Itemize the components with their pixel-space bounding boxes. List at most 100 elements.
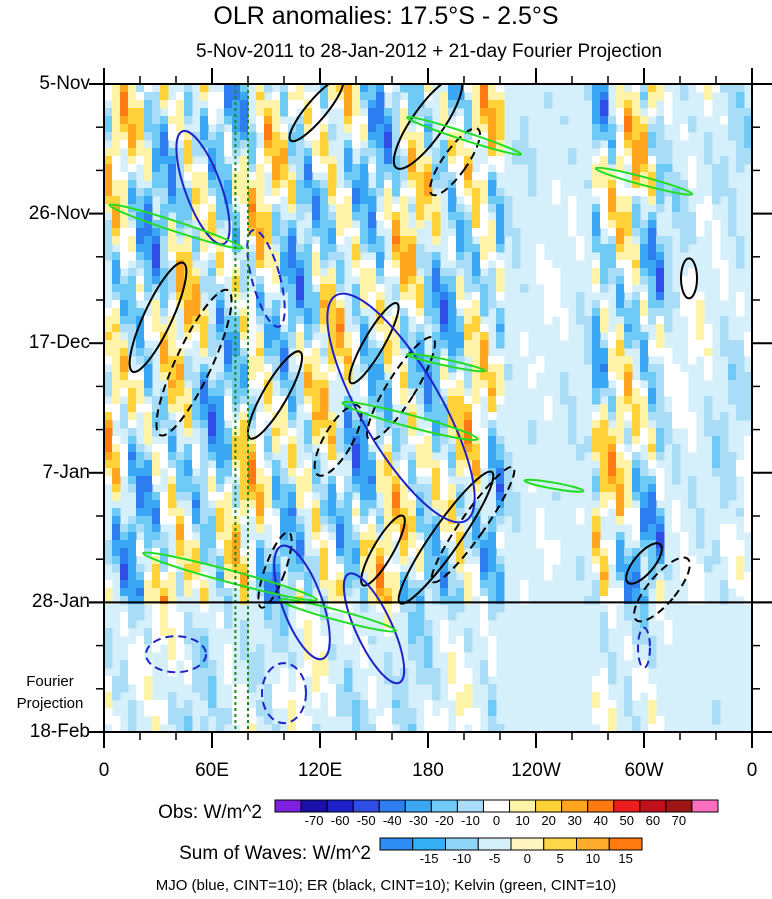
field-cell — [520, 580, 529, 589]
field-cell — [456, 420, 465, 429]
field-cell — [336, 188, 345, 197]
field-cell — [416, 316, 425, 325]
field-cell — [120, 444, 129, 453]
field-cell — [280, 684, 289, 693]
field-cell — [720, 260, 729, 269]
field-cell — [112, 468, 121, 477]
field-cell — [112, 284, 121, 293]
field-cell — [240, 428, 249, 437]
field-cell — [576, 292, 585, 301]
field-cell — [648, 132, 657, 141]
field-cell — [224, 324, 233, 333]
field-cell — [480, 428, 489, 437]
field-cell — [216, 420, 225, 429]
field-cell — [280, 468, 289, 477]
field-cell — [200, 276, 209, 285]
field-cell — [376, 124, 385, 133]
field-cell — [472, 420, 481, 429]
field-cell — [144, 588, 153, 597]
field-cell — [440, 268, 449, 277]
field-cell — [680, 300, 689, 309]
field-cell — [136, 100, 145, 109]
field-cell — [368, 564, 377, 573]
field-cell — [520, 348, 529, 357]
field-cell — [696, 316, 705, 325]
field-cell — [280, 220, 289, 229]
field-cell — [512, 252, 521, 261]
field-cell — [528, 156, 537, 165]
field-cell — [296, 596, 305, 605]
field-cell — [328, 244, 337, 253]
field-cell — [624, 412, 633, 421]
field-cell — [104, 204, 113, 213]
field-cell — [216, 332, 225, 341]
field-cell — [736, 348, 745, 357]
field-cell — [376, 564, 385, 573]
field-cell — [432, 548, 441, 557]
field-cell — [672, 468, 681, 477]
field-cell — [168, 716, 177, 725]
field-cell — [600, 636, 609, 645]
field-cell — [376, 436, 385, 445]
field-cell — [336, 580, 345, 589]
field-cell — [136, 580, 145, 589]
field-cell — [424, 516, 433, 525]
field-cell — [624, 100, 633, 109]
field-cell — [616, 420, 625, 429]
field-cell — [224, 508, 233, 517]
field-cell — [608, 212, 617, 221]
field-cell — [472, 364, 481, 373]
field-cell — [280, 532, 289, 541]
field-cell — [136, 316, 145, 325]
field-cell — [656, 420, 665, 429]
field-cell — [464, 668, 473, 677]
field-cell — [352, 428, 361, 437]
field-cell — [176, 644, 185, 653]
colorbar-label: 40 — [593, 813, 608, 828]
field-cell — [368, 284, 377, 293]
field-cell — [472, 268, 481, 277]
field-cell — [640, 684, 649, 693]
field-cell — [448, 428, 457, 437]
field-cell — [496, 332, 505, 341]
field-cell — [296, 716, 305, 725]
field-cell — [192, 524, 201, 533]
field-cell — [344, 196, 353, 205]
field-cell — [480, 620, 489, 629]
field-cell — [128, 92, 137, 101]
field-cell — [592, 436, 601, 445]
field-cell — [320, 196, 329, 205]
field-cell — [168, 276, 177, 285]
field-cell — [680, 188, 689, 197]
field-cell — [192, 540, 201, 549]
field-cell — [368, 348, 377, 357]
field-cell — [672, 396, 681, 405]
field-cell — [120, 388, 129, 397]
field-cell — [144, 668, 153, 677]
field-cell — [720, 492, 729, 501]
field-cell — [152, 284, 161, 293]
field-cell — [240, 172, 249, 181]
field-cell — [296, 260, 305, 269]
field-cell — [672, 508, 681, 517]
field-cell — [136, 236, 145, 245]
field-cell — [232, 420, 241, 429]
field-cell — [608, 388, 617, 397]
field-cell — [440, 364, 449, 373]
field-cell — [472, 588, 481, 597]
field-cell — [664, 316, 673, 325]
field-cell — [288, 292, 297, 301]
field-cell — [256, 524, 265, 533]
field-cell — [304, 164, 313, 173]
field-cell — [224, 180, 233, 189]
field-cell — [240, 268, 249, 277]
field-cell — [680, 388, 689, 397]
field-cell — [200, 524, 209, 533]
field-cell — [264, 516, 273, 525]
field-cell — [184, 388, 193, 397]
field-cell — [184, 372, 193, 381]
field-cell — [456, 340, 465, 349]
field-cell — [408, 420, 417, 429]
field-cell — [304, 180, 313, 189]
field-cell — [208, 684, 217, 693]
